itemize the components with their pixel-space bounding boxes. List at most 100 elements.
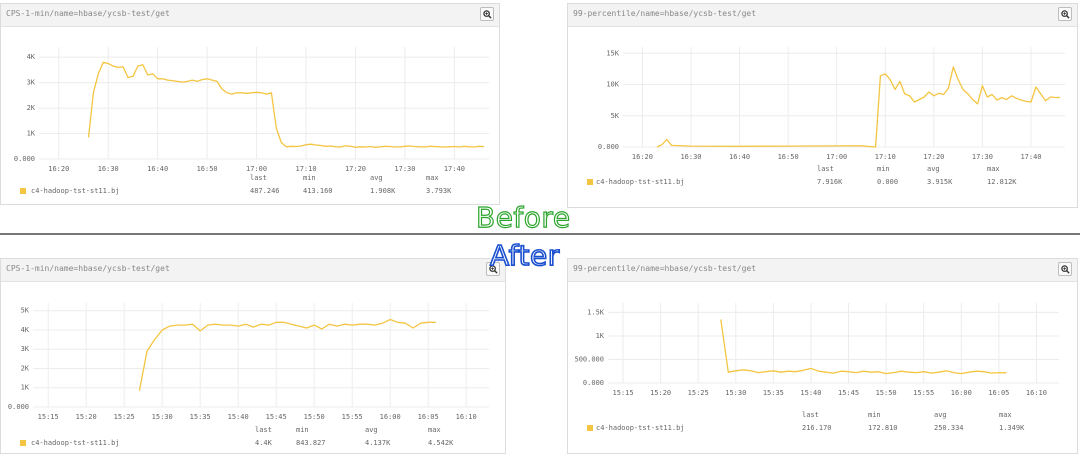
panel-after-p99: 99-percentile/name=hbase/ycsb-test/get 0… (567, 258, 1078, 454)
x-tick-label: 15:40 (228, 413, 249, 421)
x-tick-label: 15:50 (304, 413, 325, 421)
x-tick-label: 17:40 (1020, 153, 1041, 161)
x-tick-label: 16:00 (380, 413, 401, 421)
y-tick-label: 0.000 (8, 403, 29, 411)
line-chart: 0.000 1K 2K 3K 4K 5K 15:15 15:20 15:25 15:30 15:35… (8, 303, 489, 421)
stat-value-min: 172.810 (868, 424, 898, 432)
x-tick-label: 15:55 (342, 413, 363, 421)
x-tick-label: 16:00 (951, 389, 972, 397)
x-tick-label: 15:45 (838, 389, 859, 397)
line-chart: 0.000 5K 10K 15K 16:20 16:30 16:40 16:50 17:00 17… (598, 47, 1065, 161)
y-tick-label: 5K (21, 307, 30, 315)
legend-label[interactable]: c4-hadoop-tst-st11.bj (596, 178, 685, 186)
y-tick-label: 0.000 (598, 143, 619, 151)
x-tick-label: 15:25 (114, 413, 135, 421)
stat-value-max: 4.542K (428, 439, 454, 447)
zoom-in-icon[interactable] (480, 7, 494, 21)
y-tick-label: 10K (606, 81, 619, 89)
stat-header-min: min (877, 165, 890, 173)
x-tick-label: 15:20 (650, 389, 671, 397)
stat-header-min: min (296, 426, 309, 434)
series-line (87, 61, 485, 148)
panel-header: 99-percentile/name=hbase/ycsb-test/get (568, 259, 1077, 282)
stat-value-max: 12.812K (987, 178, 1017, 186)
stat-value-last: 216.170 (802, 424, 832, 432)
line-chart: 0.000 1K 2K 3K 4K 16:20 16:30 16:40 16:50 17:00 17… (14, 47, 489, 173)
x-tick-label: 15:35 (190, 413, 211, 421)
x-tick-label: 16:40 (147, 165, 168, 173)
y-tick-label: 3K (27, 79, 36, 87)
panel-title: CPS-1-min/name=hbase/ycsb-test/get (6, 264, 170, 273)
x-tick-label: 16:30 (98, 165, 119, 173)
y-tick-label: 1K (596, 332, 605, 340)
stat-value-last: 487.246 (250, 187, 280, 195)
zoom-in-icon[interactable] (1058, 262, 1072, 276)
stat-header-min: min (303, 174, 316, 182)
zoom-in-icon[interactable] (1058, 7, 1072, 21)
stat-value-avg: 1.908K (370, 187, 396, 195)
stat-header-avg: avg (934, 411, 947, 419)
panel-header: 99-percentile/name=hbase/ycsb-test/get (568, 4, 1077, 27)
x-tick-label: 16:10 (1026, 389, 1047, 397)
stat-header-last: last (250, 174, 267, 182)
before-after-divider (0, 233, 1080, 235)
x-tick-label: 16:30 (680, 153, 701, 161)
x-tick-label: 15:30 (152, 413, 173, 421)
x-tick-label: 15:20 (76, 413, 97, 421)
y-tick-label: 2K (27, 104, 36, 112)
stat-header-last: last (255, 426, 272, 434)
y-tick-label: 1K (27, 130, 36, 138)
x-tick-label: 15:15 (38, 413, 59, 421)
x-tick-label: 15:40 (800, 389, 821, 397)
stat-header-avg: avg (927, 165, 940, 173)
x-tick-label: 17:10 (875, 153, 896, 161)
stat-value-min: 843.827 (296, 439, 326, 447)
x-tick-label: 15:25 (688, 389, 709, 397)
stat-value-avg: 4.137K (365, 439, 391, 447)
x-tick-label: 17:10 (295, 165, 316, 173)
stat-header-max: max (999, 411, 1012, 419)
x-tick-label: 17:20 (345, 165, 366, 173)
x-tick-label: 16:40 (729, 153, 750, 161)
stat-value-min: 0.000 (877, 178, 899, 186)
line-chart: 0.000 500.000 1K 1.5K 15:15 15:20 15:25 15:30 15… (574, 303, 1059, 397)
after-label: After (489, 238, 560, 273)
zoom-in-icon[interactable] (486, 262, 500, 276)
x-tick-label: 15:30 (725, 389, 746, 397)
series-line (138, 318, 436, 391)
stat-value-last: 4.4K (255, 439, 272, 447)
panel-before-cps: CPS-1-min/name=hbase/ycsb-test/get 0.000… (0, 3, 500, 205)
stat-value-avg: 250.334 (934, 424, 964, 432)
x-tick-label: 16:20 (632, 153, 653, 161)
stat-header-avg: avg (370, 174, 383, 182)
legend-label[interactable]: c4-hadoop-tst-st11.bj (31, 187, 120, 195)
y-tick-label: 5K (611, 112, 620, 120)
panel-header: CPS-1-min/name=hbase/ycsb-test/get (1, 4, 499, 27)
legend-swatch (587, 425, 593, 431)
panel-title: 99-percentile/name=hbase/ycsb-test/get (573, 9, 757, 18)
y-tick-label: 15K (606, 49, 619, 57)
x-tick-label: 15:45 (266, 413, 287, 421)
y-tick-label: 4K (21, 326, 30, 334)
x-tick-label: 15:35 (763, 389, 784, 397)
panel-title: 99-percentile/name=hbase/ycsb-test/get (573, 264, 757, 273)
before-label: Before (475, 200, 571, 234)
stat-header-last: last (817, 165, 834, 173)
y-tick-label: 1.5K (587, 308, 605, 316)
x-tick-label: 17:40 (444, 165, 465, 173)
stat-header-min: min (868, 411, 881, 419)
x-tick-label: 15:15 (612, 389, 633, 397)
x-tick-label: 15:50 (876, 389, 897, 397)
x-tick-label: 17:00 (246, 165, 267, 173)
x-tick-label: 16:50 (197, 165, 218, 173)
stat-header-max: max (428, 426, 441, 434)
stat-value-last: 7.916K (817, 178, 843, 186)
series-line (720, 319, 1007, 375)
legend-label[interactable]: c4-hadoop-tst-st11.bj (596, 424, 685, 432)
y-tick-label: 1K (21, 384, 30, 392)
stat-value-avg: 3.915K (927, 178, 953, 186)
stat-value-min: 413.160 (303, 187, 333, 195)
legend-label[interactable]: c4-hadoop-tst-st11.bj (31, 439, 120, 447)
x-tick-label: 16:20 (48, 165, 69, 173)
y-tick-label: 0.000 (583, 379, 604, 387)
